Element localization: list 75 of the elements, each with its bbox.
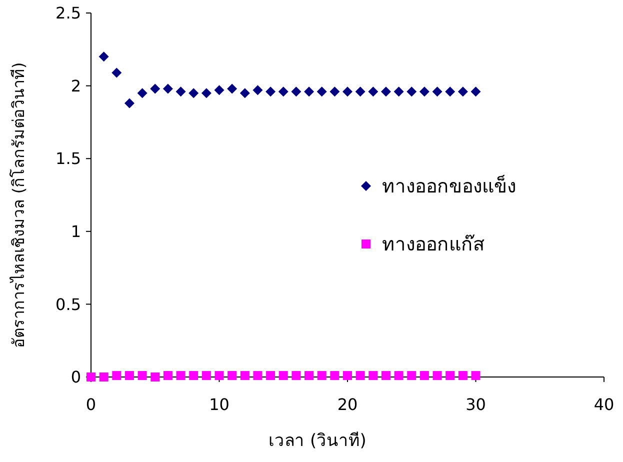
x-tick-label: 20 <box>337 395 358 414</box>
legend-label: ทางออกแก๊ส <box>382 234 485 256</box>
y-tick-label: 2.5 <box>56 4 81 23</box>
point <box>112 68 122 78</box>
y-tick-label: 2 <box>70 76 81 96</box>
point <box>304 86 314 97</box>
x-tick-label: 30 <box>466 395 486 414</box>
point <box>176 371 186 380</box>
point <box>342 86 352 97</box>
point <box>189 371 198 380</box>
point <box>214 85 224 96</box>
point <box>150 372 160 382</box>
point <box>292 371 301 380</box>
point <box>330 86 340 97</box>
point <box>470 86 481 97</box>
point <box>445 86 456 97</box>
point <box>343 371 352 380</box>
y-tick-label: 0.5 <box>56 294 81 314</box>
point <box>176 86 186 97</box>
point <box>278 371 288 380</box>
point <box>163 371 172 380</box>
point <box>278 86 288 97</box>
point <box>138 371 147 380</box>
point <box>201 88 212 98</box>
point <box>240 371 250 380</box>
point <box>150 84 160 94</box>
x-tick-label: 0 <box>86 395 96 414</box>
point <box>432 86 442 97</box>
point <box>304 371 314 380</box>
point <box>253 371 262 380</box>
point <box>380 86 391 97</box>
point <box>202 371 211 380</box>
point <box>98 52 109 62</box>
point <box>471 371 480 380</box>
x-tick-label: 10 <box>209 395 230 414</box>
point <box>394 86 404 97</box>
point <box>381 371 390 380</box>
point <box>446 371 455 380</box>
point <box>432 371 442 380</box>
point <box>266 371 276 380</box>
point <box>214 371 224 380</box>
point <box>356 371 365 380</box>
point <box>240 88 250 98</box>
x-tick-label: 40 <box>594 395 614 414</box>
point <box>228 371 237 380</box>
x-axis-title: เวลา (วินาที) <box>268 431 366 451</box>
point <box>124 98 134 108</box>
point <box>420 371 429 380</box>
point <box>394 371 404 380</box>
y-tick-label: 0 <box>70 368 81 387</box>
point <box>188 88 199 98</box>
point <box>419 86 430 97</box>
point <box>162 84 173 94</box>
point <box>406 86 417 97</box>
point <box>368 371 378 380</box>
point <box>291 86 302 97</box>
point <box>266 86 276 97</box>
point <box>252 85 263 96</box>
point <box>317 371 326 380</box>
point <box>124 371 134 380</box>
point <box>407 371 416 380</box>
point <box>458 371 468 380</box>
point <box>99 372 108 382</box>
y-axis-title: อัตราการไหลเชิงมวล (กิโลกรัมต่อวินาที) <box>9 62 28 348</box>
point <box>368 86 378 97</box>
point <box>355 86 366 97</box>
point <box>458 86 468 97</box>
point <box>137 88 148 98</box>
legend-label: ทางออกของแข็ง <box>382 174 516 198</box>
point <box>330 371 340 380</box>
y-tick-label: 1 <box>70 222 81 241</box>
point <box>112 371 122 380</box>
y-tick-label: 1.5 <box>56 149 81 168</box>
point <box>316 86 327 97</box>
point <box>227 84 238 94</box>
